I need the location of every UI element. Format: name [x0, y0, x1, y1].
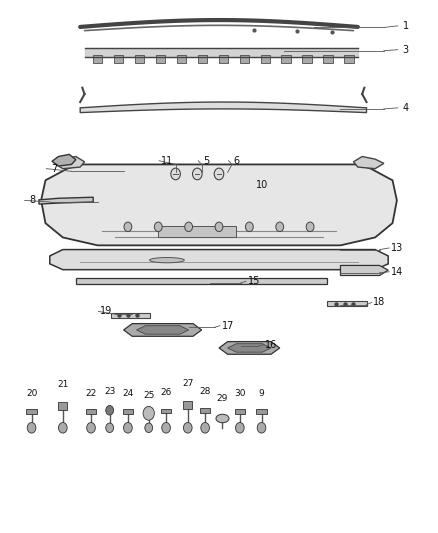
- Text: 4: 4: [403, 103, 409, 113]
- Polygon shape: [124, 324, 201, 336]
- Circle shape: [184, 423, 192, 433]
- Circle shape: [257, 423, 266, 433]
- Polygon shape: [137, 326, 189, 334]
- Text: 22: 22: [85, 389, 97, 398]
- Text: 16: 16: [265, 340, 277, 350]
- Text: 10: 10: [256, 180, 268, 190]
- Bar: [26, 409, 37, 414]
- Bar: [114, 55, 123, 63]
- Circle shape: [87, 423, 95, 433]
- Text: 21: 21: [57, 380, 68, 389]
- Text: 28: 28: [199, 386, 211, 395]
- Text: 23: 23: [104, 386, 115, 395]
- Bar: [256, 409, 267, 414]
- Bar: [282, 55, 291, 63]
- Polygon shape: [110, 313, 150, 318]
- Bar: [123, 409, 133, 414]
- Circle shape: [143, 407, 154, 420]
- Circle shape: [59, 423, 67, 433]
- Bar: [198, 55, 207, 63]
- Bar: [200, 408, 210, 413]
- Circle shape: [185, 222, 193, 232]
- Circle shape: [124, 423, 132, 433]
- Circle shape: [171, 168, 180, 180]
- Bar: [86, 409, 96, 414]
- Text: 13: 13: [391, 243, 403, 253]
- Text: 9: 9: [259, 389, 265, 398]
- Polygon shape: [39, 197, 93, 204]
- Bar: [344, 55, 354, 63]
- Circle shape: [215, 222, 223, 232]
- Text: 8: 8: [29, 196, 35, 205]
- Polygon shape: [219, 342, 280, 354]
- Circle shape: [236, 423, 244, 433]
- Circle shape: [214, 168, 224, 180]
- Text: 27: 27: [182, 379, 194, 388]
- Polygon shape: [228, 344, 271, 352]
- Text: 11: 11: [161, 156, 173, 166]
- Bar: [240, 55, 249, 63]
- Text: 3: 3: [403, 45, 409, 55]
- Text: 30: 30: [234, 389, 246, 398]
- Circle shape: [162, 423, 170, 433]
- Text: 24: 24: [122, 389, 134, 398]
- Circle shape: [106, 406, 113, 415]
- Circle shape: [245, 222, 253, 232]
- Text: 17: 17: [222, 321, 234, 331]
- Text: 20: 20: [26, 389, 37, 398]
- Text: 14: 14: [391, 267, 403, 277]
- Text: 26: 26: [160, 387, 172, 397]
- Circle shape: [145, 423, 152, 433]
- Bar: [158, 227, 237, 237]
- Polygon shape: [353, 157, 384, 168]
- Circle shape: [154, 222, 162, 232]
- Circle shape: [193, 168, 202, 180]
- Bar: [161, 409, 171, 414]
- Text: 19: 19: [100, 306, 112, 317]
- Polygon shape: [50, 249, 388, 270]
- Text: 25: 25: [143, 391, 155, 400]
- Text: 7: 7: [51, 164, 57, 174]
- Bar: [261, 55, 270, 63]
- Bar: [235, 409, 245, 414]
- Circle shape: [306, 222, 314, 232]
- Bar: [135, 55, 144, 63]
- Circle shape: [106, 423, 113, 433]
- Bar: [184, 401, 192, 409]
- Text: 29: 29: [217, 394, 228, 403]
- Polygon shape: [340, 265, 388, 276]
- Circle shape: [201, 423, 209, 433]
- Circle shape: [124, 222, 132, 232]
- Polygon shape: [328, 301, 367, 306]
- Bar: [93, 55, 102, 63]
- Bar: [303, 55, 312, 63]
- Ellipse shape: [216, 414, 229, 423]
- Text: 18: 18: [373, 297, 385, 308]
- Text: 1: 1: [403, 21, 409, 31]
- Text: 15: 15: [247, 276, 260, 286]
- Ellipse shape: [150, 257, 184, 263]
- Circle shape: [27, 423, 36, 433]
- Bar: [76, 278, 328, 284]
- Bar: [219, 55, 228, 63]
- Bar: [177, 55, 186, 63]
- Text: 6: 6: [233, 156, 240, 166]
- Text: 5: 5: [203, 156, 209, 166]
- Bar: [155, 55, 165, 63]
- Bar: [323, 55, 333, 63]
- Polygon shape: [52, 155, 76, 166]
- Polygon shape: [54, 157, 85, 168]
- Circle shape: [276, 222, 284, 232]
- Bar: [59, 401, 67, 410]
- Polygon shape: [80, 102, 367, 112]
- Polygon shape: [41, 165, 397, 245]
